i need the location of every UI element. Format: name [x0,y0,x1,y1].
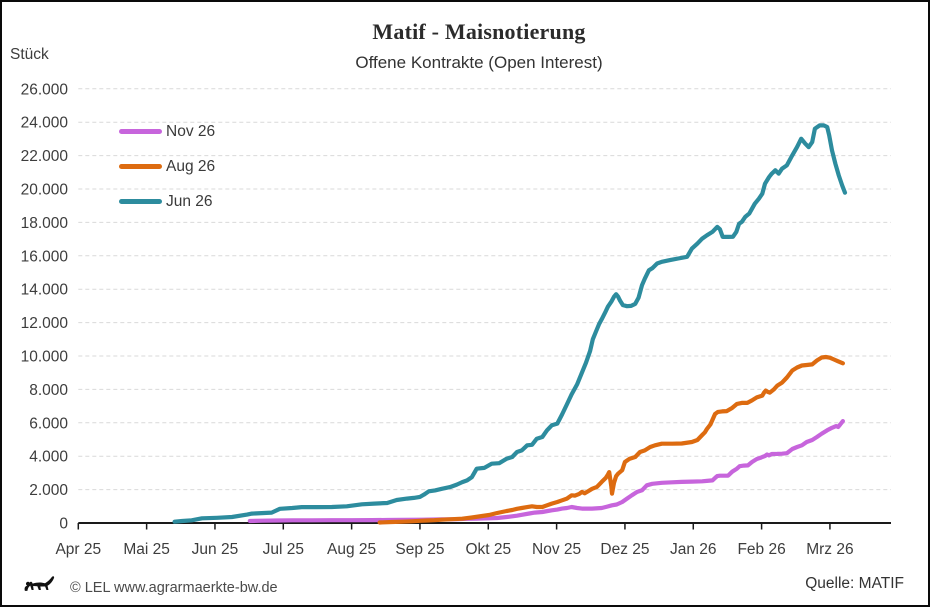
y-tick-label: 18.000 [21,215,69,232]
legend-item-nov-26: Nov 26 [119,114,215,149]
y-tick-label: 6.000 [29,415,68,432]
y-axis-unit-label: Stück [10,46,49,63]
x-tick-label: Jul 25 [263,541,304,558]
y-tick-label: 20.000 [21,182,69,199]
x-tick-label: Mrz 26 [806,541,853,558]
x-tick-label: Jan 26 [670,541,717,558]
chart-title: Matif - Maisnotierung [372,19,586,44]
legend-swatch [119,129,162,134]
legend-swatch [119,199,162,204]
x-tick-label: Dez 25 [600,541,649,558]
legend-label: Aug 26 [166,157,216,175]
x-tick-label: Jun 25 [192,541,239,558]
y-tick-label: 16.000 [21,248,69,265]
y-tick-label: 24.000 [21,115,69,132]
source-text: Quelle: MATIF [805,575,904,592]
legend-item-jun-26: Jun 26 [119,184,215,219]
y-tick-label: 14.000 [21,282,69,299]
y-tick-label: 2.000 [29,482,68,499]
y-tick-label: 26.000 [21,81,69,98]
x-tick-label: Apr 25 [55,541,101,558]
y-tick-label: 8.000 [29,382,68,399]
y-tick-label: 0 [59,516,68,533]
series-line-aug-26 [377,354,846,525]
legend-item-aug-26: Aug 26 [119,149,215,184]
y-tick-label: 10.000 [21,349,69,366]
lion-logo-icon [24,576,55,591]
chart-subtitle: Offene Kontrakte (Open Interest) [355,53,603,72]
legend-swatch [119,164,162,169]
y-tick-label: 4.000 [29,449,68,466]
x-tick-label: Okt 25 [465,541,511,558]
copyright-text: © LEL www.agrarmaerkte-bw.de [70,580,278,596]
x-tick-label: Nov 25 [532,541,581,558]
y-tick-label: 22.000 [21,148,69,165]
x-tick-label: Aug 25 [327,541,376,558]
legend-label: Jun 26 [166,192,213,210]
legend-label: Nov 26 [166,122,216,140]
series-line-jun-26 [172,123,848,524]
y-tick-label: 12.000 [21,315,69,332]
legend: Nov 26 Aug 26 Jun 26 [119,114,215,219]
x-tick-label: Sep 25 [395,541,444,558]
x-tick-label: Mai 25 [123,541,170,558]
x-tick-label: Feb 26 [737,541,785,558]
